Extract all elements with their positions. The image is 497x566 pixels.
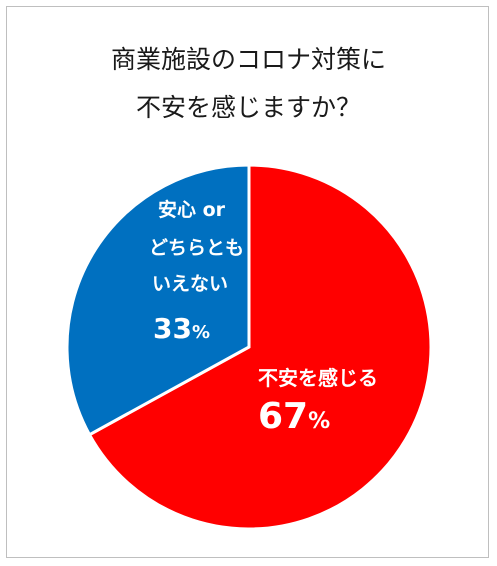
pie-slice-2 (65, 163, 251, 437)
chart-title-line1: 商業施設のコロナ対策に (110, 45, 386, 74)
slice-2-value-label: 33% (153, 312, 210, 345)
pie-slice-1 (87, 163, 433, 531)
chart-title-line2: 不安を感じますか？ (135, 93, 361, 122)
slice-2-label-line-3: いえない (152, 273, 228, 295)
pie-slices (65, 163, 433, 531)
slice-1-value-label: 67% (258, 396, 330, 437)
slice-1-label-line-1: 不安を感じる (258, 366, 378, 390)
slice-2-label-line-1: 安心 or (158, 198, 226, 221)
slice-2-label-line-2: どちらとも (149, 237, 244, 259)
